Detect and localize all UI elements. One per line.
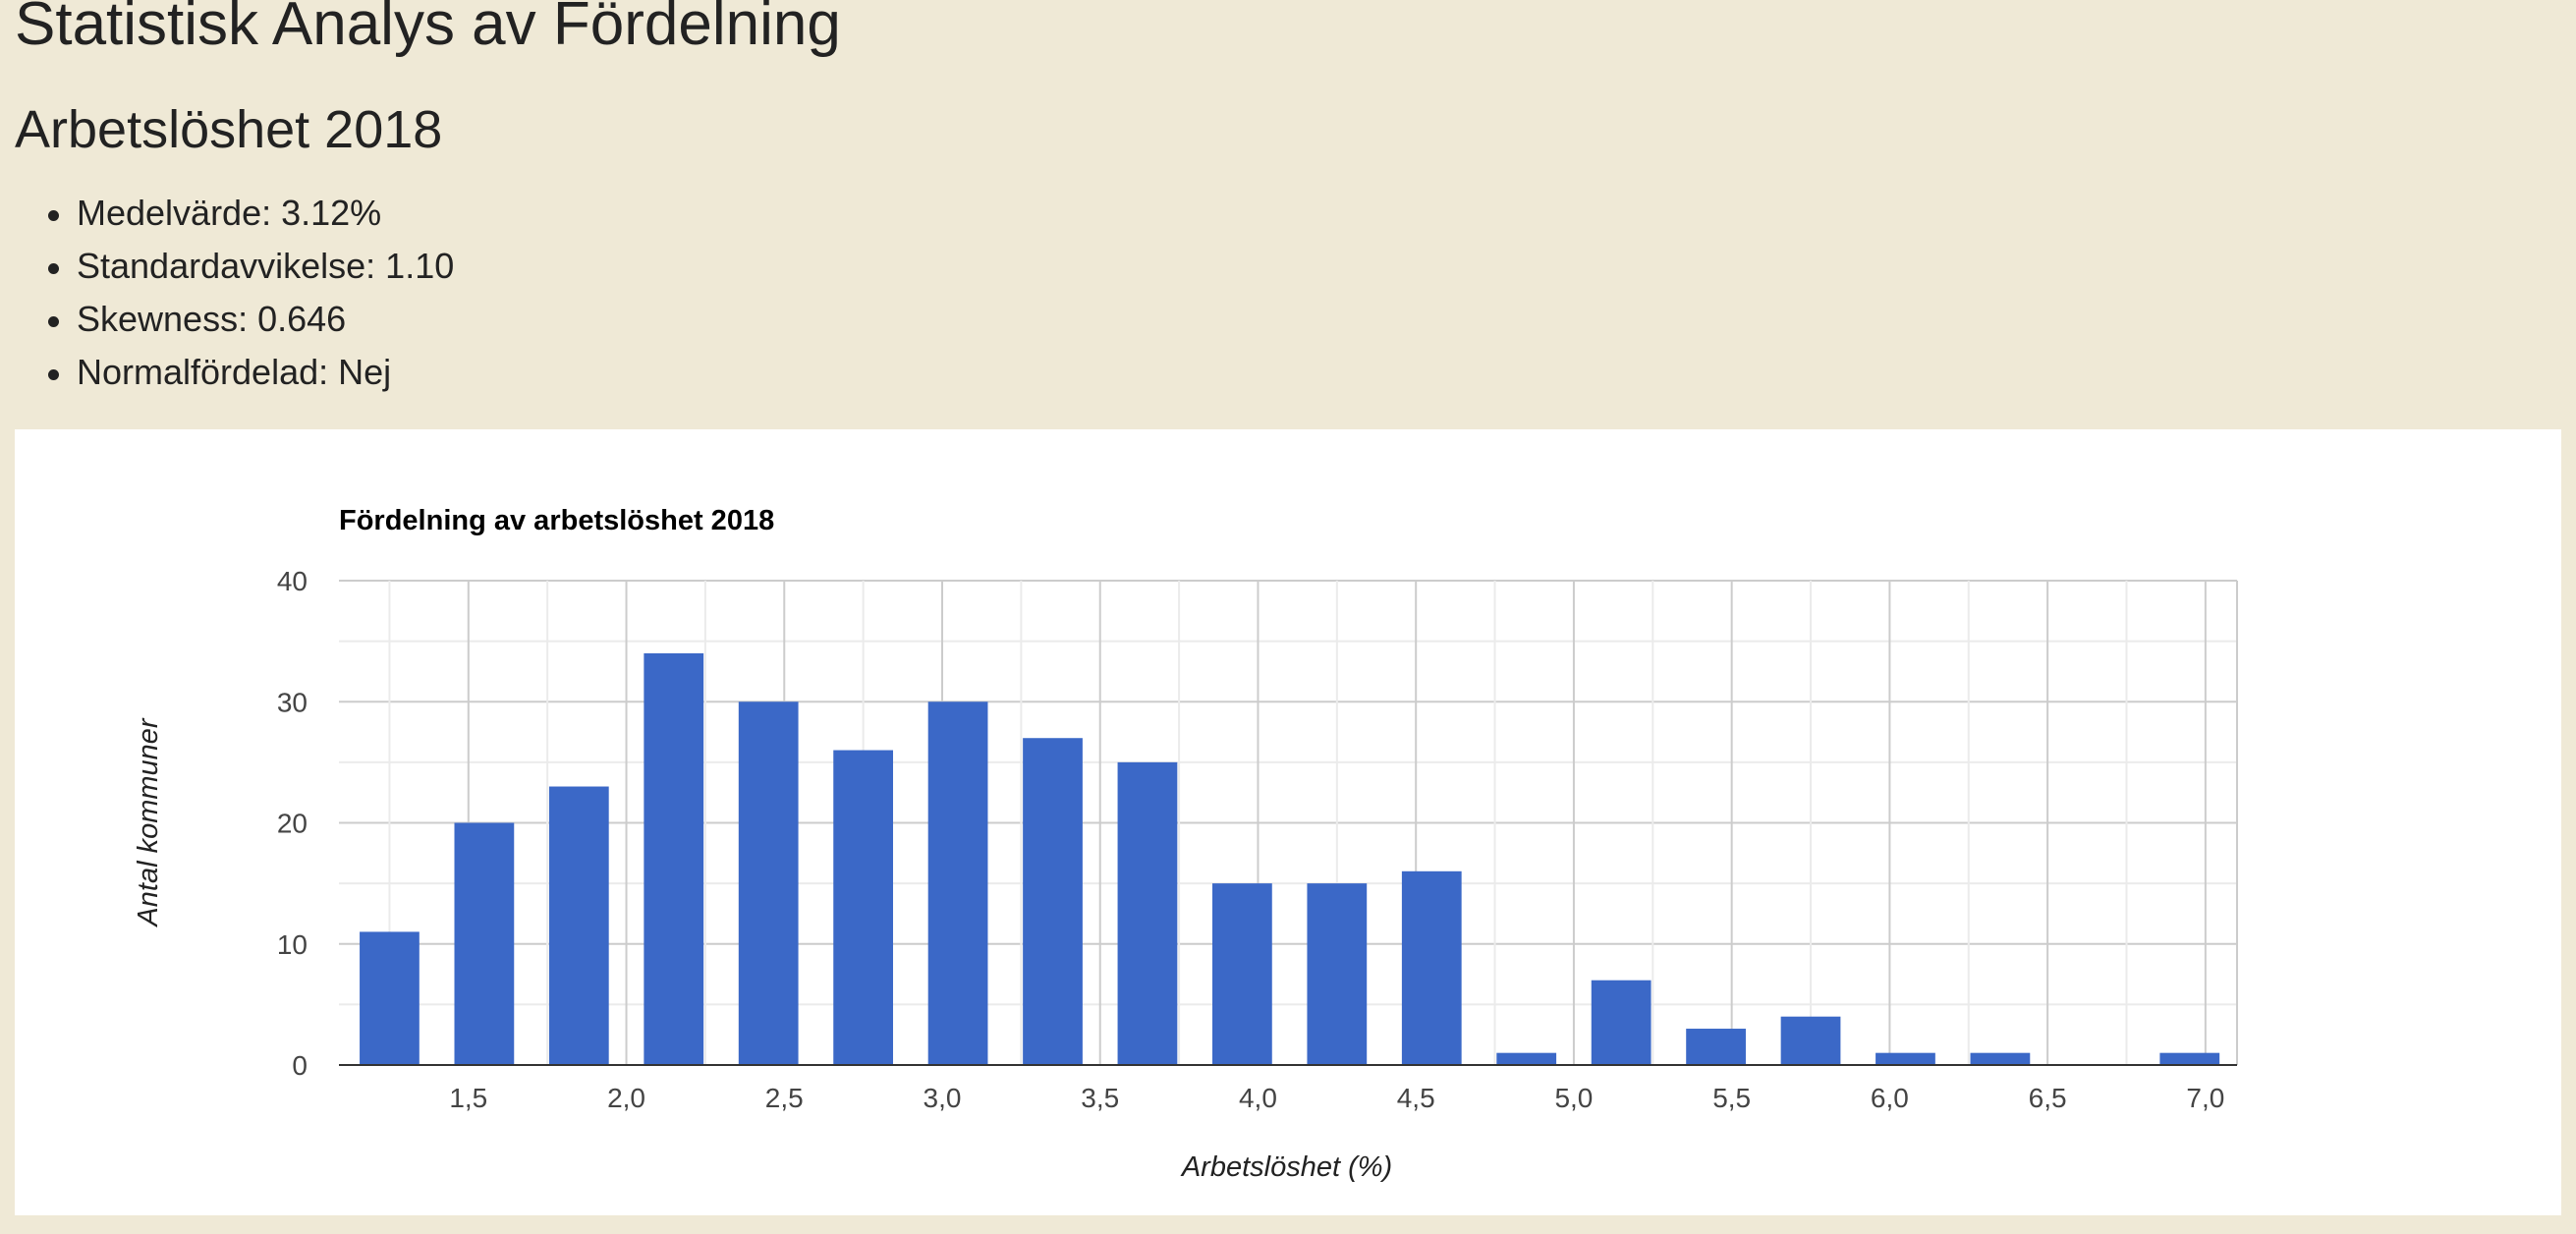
x-tick-label: 4,5 — [1397, 1083, 1435, 1113]
stats-list: Medelvärde: 3.12% Standardavvikelse: 1.1… — [47, 187, 454, 399]
histogram-bar — [927, 701, 988, 1065]
x-tick-label: 3,5 — [1081, 1083, 1119, 1113]
histogram-bar — [1023, 738, 1083, 1065]
histogram-bar — [1117, 761, 1178, 1065]
x-tick-label: 2,0 — [607, 1083, 645, 1113]
x-tick-label: 7,0 — [2186, 1083, 2224, 1113]
stat-mean: Medelvärde: 3.12% — [47, 187, 454, 240]
x-tick-label: 5,0 — [1554, 1083, 1593, 1113]
histogram-bar — [1496, 1052, 1557, 1065]
x-tick-label: 3,0 — [924, 1083, 962, 1113]
chart-panel: 0 10 20 30 40 1,5 2,0 2,5 3,0 3,5 4,0 4,5 5,0 5,5 6,0 6… — [15, 429, 2561, 1215]
y-tick-label: 10 — [277, 929, 308, 960]
histogram-bar — [1212, 883, 1272, 1065]
y-tick-label: 30 — [277, 687, 308, 717]
x-tick-label: 5,5 — [1712, 1083, 1751, 1113]
chart-title: Fördelning av arbetslöshet 2018 — [339, 505, 774, 536]
histogram-bar — [1591, 980, 1652, 1065]
histogram-bar — [2159, 1052, 2220, 1065]
histogram-bar — [1970, 1052, 2031, 1065]
x-tick-label: 4,0 — [1239, 1083, 1277, 1113]
histogram-bar — [1401, 870, 1462, 1065]
axes: 0 10 20 30 40 1,5 2,0 2,5 3,0 3,5 4,0 4,5 5,0 5,5 6,0 6… — [277, 566, 2237, 1113]
histogram-bar — [1876, 1052, 1935, 1065]
section-title: Arbetslöshet 2018 — [15, 100, 443, 159]
histogram-chart: 0 10 20 30 40 1,5 2,0 2,5 3,0 3,5 4,0 4,5 5,0 5,5 6,0 6… — [133, 505, 2238, 1183]
histogram-bar — [833, 750, 894, 1065]
histogram-bar — [360, 931, 420, 1065]
y-tick-label: 20 — [277, 809, 308, 839]
x-tick-label: 1,5 — [449, 1083, 487, 1113]
page-title: Statistisk Analys av Fördelning — [15, 0, 841, 58]
x-tick-label: 2,5 — [765, 1083, 804, 1113]
histogram-bar — [1307, 883, 1368, 1065]
stat-normal-distributed: Normalfördelad: Nej — [47, 346, 454, 399]
y-tick-label: 40 — [277, 566, 308, 596]
grid — [339, 580, 2238, 1065]
histogram-bar — [454, 822, 515, 1065]
x-axis-label: Arbetslöshet (%) — [1180, 1151, 1392, 1183]
x-tick-label: 6,0 — [1871, 1083, 1909, 1113]
histogram-bar — [548, 786, 609, 1065]
y-tick-label: 0 — [292, 1050, 308, 1081]
x-tick-label: 6,5 — [2029, 1083, 2067, 1113]
stat-skewness: Skewness: 0.646 — [47, 293, 454, 346]
histogram-bar — [644, 652, 704, 1065]
stat-std-dev: Standardavvikelse: 1.10 — [47, 240, 454, 293]
bars — [360, 652, 2220, 1065]
histogram-bar — [738, 701, 799, 1065]
histogram-bar — [1686, 1029, 1746, 1065]
y-axis-label: Antal kommuner — [133, 717, 164, 927]
histogram-bar — [1780, 1016, 1841, 1065]
